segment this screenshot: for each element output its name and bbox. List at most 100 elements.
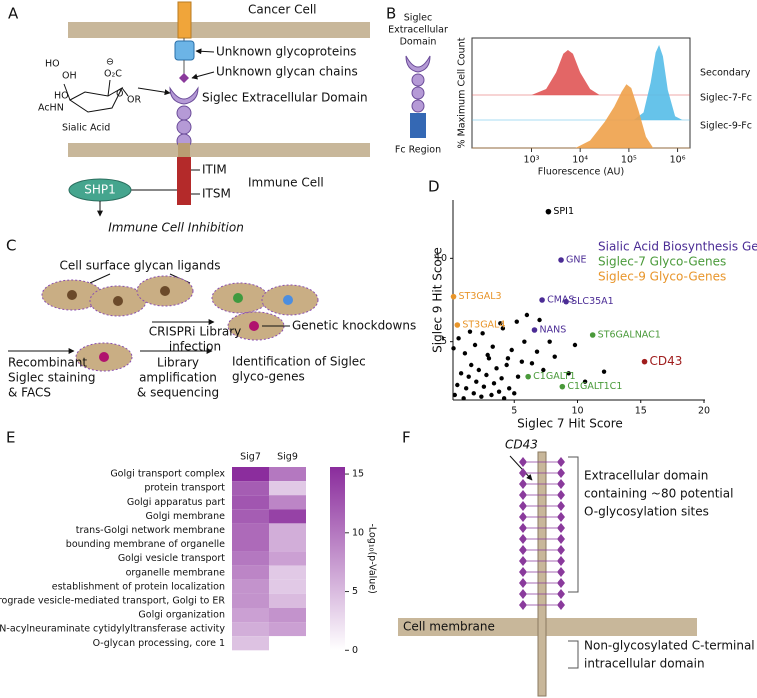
point [537,317,542,323]
panel-label: F [402,429,411,447]
glycosylation-site [519,589,527,599]
row-label: establishment of protein localization [52,581,225,592]
point-label: C1GALT1C1 [567,381,622,392]
point-label: GNE [566,255,586,266]
point [456,336,461,341]
sugar-ring [69,86,124,113]
atom: O₂C [104,69,122,80]
cytoplasmic-tail [177,157,191,205]
y-axis-label: Siglec 9 Hit Score [431,247,445,353]
heat-cell [232,608,269,623]
y-axis-label: % Maximum Cell Count [457,37,468,148]
nucleus [113,296,123,306]
point [531,327,538,333]
point-label: CMAS [547,295,574,306]
glycosylation-site [519,523,527,533]
label: Recombinant [8,356,87,370]
glycosylation-site [519,545,527,555]
colorbar-tick-label: 0 [352,645,358,656]
bond [63,83,71,101]
heat-cell [269,636,306,651]
column-label: Sig9 [277,452,298,463]
heat-cell [232,551,269,566]
cd43-stalk [537,451,547,697]
heat-cell [232,467,269,482]
point [484,372,489,378]
heat-cell [269,565,306,580]
point-label: C1GALT1 [533,371,575,382]
colorbar [330,467,345,651]
arrow [509,455,533,481]
panel-c: Cell surface glycan ligands CRISPRi Libr… [8,259,416,400]
siglec-v-domain [169,86,199,105]
series-label: Siglec-7-Fc [700,93,752,104]
atom: ⊖ [106,57,114,68]
atom: OH [62,71,77,82]
heat-cell [232,537,269,552]
point-label: ST6GALNAC1 [598,330,661,341]
label: amplification [139,371,217,385]
x-tick-label: 10 [571,406,583,417]
x-tick-label: 10⁶ [670,155,686,166]
bracket [568,640,579,669]
heat-cell [269,495,306,510]
fc-region [410,113,426,138]
glycosylation-site [557,534,565,544]
nucleus [67,290,77,300]
x-tick-label: 15 [635,406,647,417]
legend-entry: Siglec-9 Glyco-Genes [598,270,726,284]
siglec-v-domain [405,55,431,73]
point [471,391,476,396]
point [545,208,552,215]
label: Siglec Extracellular Domain [202,91,368,105]
label: SHP1 [84,183,116,197]
point-label: CD43 [650,354,683,368]
point [514,319,519,324]
point [461,396,466,401]
point [489,392,494,398]
label: Unknown glycan chains [216,65,358,79]
label: Cell membrane [403,620,495,634]
siglec-domain [411,86,425,100]
row-label: bounding membrane of organelle [66,539,225,550]
point [455,382,460,388]
label: Sialic Acid [62,123,110,134]
glycosylation-site [557,523,565,533]
point [519,359,525,364]
point [472,342,478,348]
legend-entry: Sialic Acid Biosynthesis Genes [598,240,757,254]
point [452,392,457,398]
arrow [195,48,215,55]
label: CRISPRi Library [149,325,242,339]
nucleus [249,321,259,331]
label: ITIM [202,163,227,177]
point-label: NANS [539,325,566,336]
label: containing ~80 potential [584,487,733,501]
glycosylation-site [519,578,527,588]
row-label: retrograde vesicle-mediated transport, G… [0,595,225,606]
heat-cell [232,622,269,637]
x-tick-label: 20 [698,406,710,417]
glycosylation-site [557,556,565,566]
glycosylation-site [557,468,565,478]
point [506,386,512,391]
nucleus [160,286,170,296]
label: glyco-genes [232,370,305,384]
point [491,381,497,386]
x-axis-label: Fluorescence (AU) [538,167,624,178]
label: Identification of Siglec [232,355,366,369]
label: Unknown glycoproteins [216,45,356,59]
heat-cell [269,579,306,594]
y-tick-label: 10 [435,253,447,264]
siglec-domain [411,73,425,87]
panel-a: Cancer Cell Unknown glycoproteins Unknow… [38,1,370,235]
label: & sequencing [137,386,219,400]
glycosylation-site [519,556,527,566]
label: Genetic knockdowns [292,319,416,333]
pointer [89,273,111,284]
density-curve [531,50,600,95]
label: Extracellular [388,25,448,36]
glycoprotein [177,1,192,39]
heat-cell [269,523,306,538]
row-label: Golgi apparatus part [127,497,225,508]
